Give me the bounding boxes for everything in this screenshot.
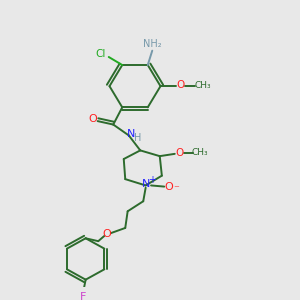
Text: ⁻: ⁻ (173, 184, 179, 194)
Text: NH₂: NH₂ (143, 39, 162, 49)
Text: O: O (88, 114, 97, 124)
Text: CH₃: CH₃ (195, 80, 212, 89)
Text: O: O (102, 229, 111, 239)
Text: O: O (177, 80, 185, 90)
Text: O: O (165, 182, 173, 192)
Text: H: H (134, 133, 142, 143)
Text: CH₃: CH₃ (192, 148, 208, 157)
Text: N: N (127, 129, 135, 139)
Text: F: F (80, 292, 86, 300)
Text: Cl: Cl (95, 49, 106, 59)
Text: N: N (142, 179, 150, 189)
Text: O: O (176, 148, 184, 158)
Text: +: + (148, 175, 156, 185)
